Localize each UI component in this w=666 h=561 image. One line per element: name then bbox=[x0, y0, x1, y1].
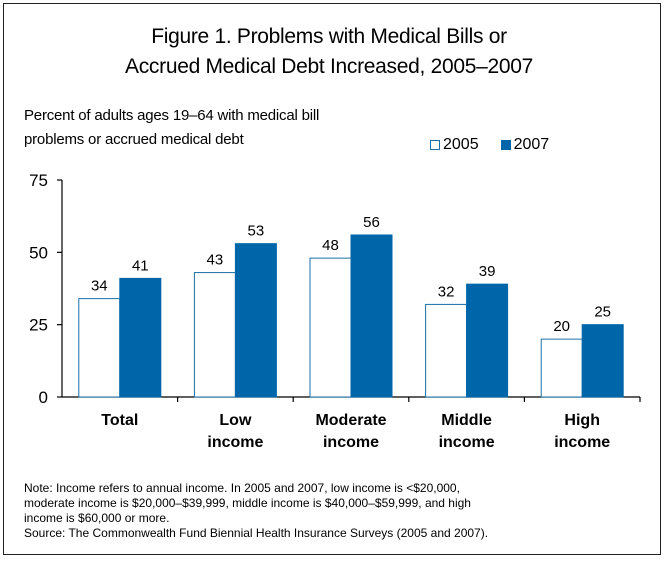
bar-2005-3 bbox=[425, 303, 468, 398]
bar-2007-2 bbox=[350, 234, 393, 398]
note-line-3: income is $60,000 or more. bbox=[24, 511, 170, 525]
data-label-2007-3: 39 bbox=[479, 263, 496, 280]
x-tick-label: High bbox=[564, 412, 600, 429]
y-axis-label-line-2: problems or accrued medical debt bbox=[24, 131, 244, 148]
bar-2005-0 bbox=[78, 298, 121, 398]
data-label-2007-2: 56 bbox=[363, 214, 380, 231]
bar-2005-2 bbox=[309, 257, 352, 398]
data-label-2005-0: 34 bbox=[91, 278, 108, 295]
y-tick-label: 75 bbox=[29, 171, 48, 190]
x-tick-label: income bbox=[323, 434, 379, 451]
bar-2005-4 bbox=[540, 338, 583, 398]
x-tick-label: income bbox=[439, 434, 495, 451]
bar-2005-1 bbox=[193, 272, 236, 398]
y-tick-label: 25 bbox=[29, 316, 48, 335]
legend-label-2007: 2007 bbox=[513, 136, 550, 153]
legend-swatch-2005 bbox=[430, 140, 440, 150]
x-tick-label: Middle bbox=[441, 412, 492, 429]
legend-swatch-2007 bbox=[500, 140, 511, 150]
x-tick-label: income bbox=[554, 434, 610, 451]
chart-title-line-1: Figure 1. Problems with Medical Bills or bbox=[151, 25, 507, 48]
legend-label-2005: 2005 bbox=[443, 136, 479, 153]
legend-item-2005: 2005 bbox=[430, 136, 479, 154]
data-label-2005-2: 48 bbox=[322, 237, 339, 254]
bar-2007-3 bbox=[466, 283, 509, 398]
chart-note: Note: Income refers to annual income. In… bbox=[24, 481, 644, 541]
chart-title: Figure 1. Problems with Medical Bills or… bbox=[0, 22, 658, 82]
note-line-2: moderate income is $20,000–$39,999, midd… bbox=[24, 496, 471, 510]
bar-2007-4 bbox=[581, 324, 624, 398]
data-label-2005-3: 32 bbox=[438, 283, 455, 300]
x-tick-label: Total bbox=[101, 412, 138, 429]
legend-item-2007: 2007 bbox=[500, 136, 550, 154]
chart-title-line-2: Accrued Medical Debt Increased, 2005–200… bbox=[125, 55, 533, 78]
y-tick-label: 0 bbox=[39, 388, 48, 407]
x-tick-label: Moderate bbox=[315, 412, 386, 429]
data-label-2005-1: 43 bbox=[207, 252, 224, 269]
y-tick-label: 50 bbox=[29, 243, 48, 262]
y-axis-label: Percent of adults ages 19–64 with medica… bbox=[24, 104, 444, 152]
data-label-2007-4: 25 bbox=[594, 304, 611, 321]
legend: 2005 2007 bbox=[430, 136, 549, 154]
bar-2007-0 bbox=[119, 277, 162, 398]
note-line-1: Note: Income refers to annual income. In… bbox=[24, 481, 460, 495]
bar-2007-1 bbox=[234, 243, 277, 398]
x-tick-label: Low bbox=[219, 412, 252, 429]
data-label-2005-4: 20 bbox=[553, 318, 570, 335]
x-tick-label: income bbox=[207, 434, 263, 451]
data-label-2007-1: 53 bbox=[248, 223, 265, 240]
source-line: Source: The Commonwealth Fund Biennial H… bbox=[24, 526, 489, 540]
data-label-2007-0: 41 bbox=[132, 257, 149, 274]
y-axis-label-line-1: Percent of adults ages 19–64 with medica… bbox=[24, 107, 320, 124]
